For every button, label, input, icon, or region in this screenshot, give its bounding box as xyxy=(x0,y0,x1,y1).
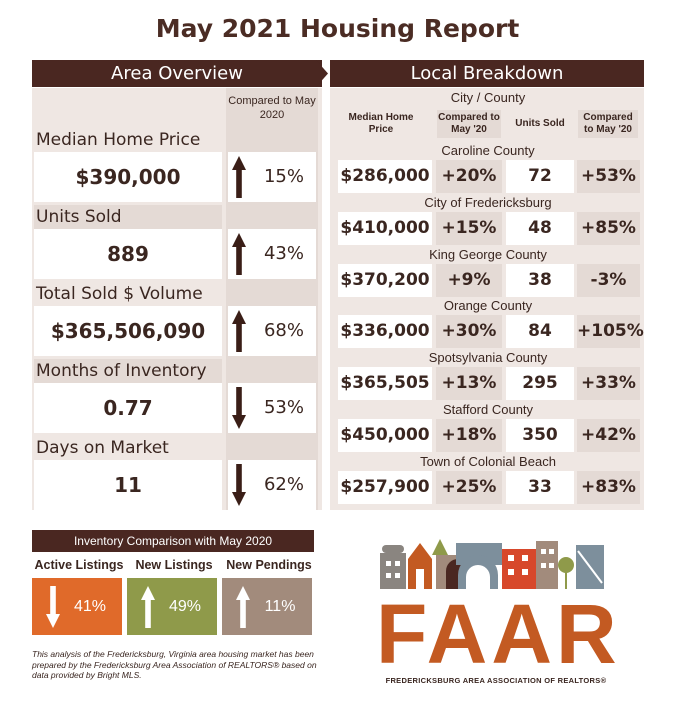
col-compared-units: Compared to May '20 xyxy=(578,110,638,138)
metric-change: 62% xyxy=(228,460,316,510)
county-units-chg-cell: -3% xyxy=(577,263,640,297)
county-name: Stafford County xyxy=(442,402,534,417)
area-overview-header: Area Overview xyxy=(32,60,328,87)
area-overview-title: Area Overview xyxy=(111,63,243,84)
metric-change-percent: 53% xyxy=(263,397,304,418)
arrow-down-icon xyxy=(232,464,246,506)
metric-value: 11 xyxy=(34,460,222,510)
metric-value: $390,000 xyxy=(34,152,222,202)
inventory-header: Inventory Comparison with May 2020 xyxy=(32,530,314,552)
county-name: Spotsylvania County xyxy=(428,350,548,366)
compared-to-label: Compared to May 2020 xyxy=(228,95,316,121)
county-name: Town of Colonial Beach xyxy=(420,453,556,469)
metric-change-percent: 15% xyxy=(263,166,304,187)
footnote: This analysis of the Fredericksburg, Vir… xyxy=(32,649,317,680)
county-price-cell: $336,000 xyxy=(338,315,432,349)
metric-label: Days on Market xyxy=(36,438,169,458)
arrow-down-icon xyxy=(46,586,60,628)
county-price-cell: $286,000 xyxy=(338,160,432,193)
county-price-cell: $450,000 xyxy=(338,419,432,452)
county-units-chg-cell: +83% xyxy=(577,470,640,504)
city-county-label: City / County xyxy=(450,90,526,105)
metric-value: 889 xyxy=(34,229,222,279)
county-price-cell: $370,200 xyxy=(338,263,432,297)
county-price-chg-cell: +13% xyxy=(436,367,502,401)
county-units-cell: 38 xyxy=(506,263,574,297)
county-units-chg-cell: +105% xyxy=(577,315,644,349)
arrow-up-icon xyxy=(232,156,246,198)
local-breakdown-title: Local Breakdown xyxy=(410,63,564,84)
local-breakdown-header: Local Breakdown xyxy=(330,60,644,87)
county-units-cell: 84 xyxy=(506,315,574,349)
metric-change-percent: 62% xyxy=(263,474,304,495)
faar-logo-subtitle: FREDERICKSBURG AREA ASSOCIATION OF REALT… xyxy=(385,676,607,685)
faar-logo-graphic xyxy=(380,539,604,589)
county-price-chg-cell: +15% xyxy=(436,211,502,245)
county-units-cell: 72 xyxy=(506,160,574,193)
metric-value: $365,506,090 xyxy=(34,306,222,356)
county-price-chg-cell: +9% xyxy=(436,263,502,297)
county-units-chg-cell: +42% xyxy=(577,419,640,452)
county-price-cell: $365,505 xyxy=(338,367,432,401)
faar-logo-letters: FAAR xyxy=(376,587,621,681)
col-units-sold: Units Sold xyxy=(515,118,565,129)
metric-change: 15% xyxy=(228,152,316,202)
county-units-chg-cell: +85% xyxy=(577,211,640,245)
county-units-chg-cell: +33% xyxy=(577,367,640,401)
county-units-cell: 33 xyxy=(506,470,574,504)
metric-change: 53% xyxy=(228,383,316,433)
county-price-cell: $257,900 xyxy=(338,470,432,504)
metric-label: Median Home Price xyxy=(36,130,201,150)
inventory-change-percent: 11% xyxy=(264,598,296,615)
col-compared-price: Compared to May '20 xyxy=(437,110,501,138)
metric-change: 43% xyxy=(228,229,316,279)
arrow-down-icon xyxy=(232,387,246,429)
arrow-up-icon xyxy=(232,233,246,275)
county-price-chg-cell: +30% xyxy=(436,315,502,349)
county-price-chg-cell: +25% xyxy=(436,470,502,504)
arrow-up-icon xyxy=(232,310,246,352)
inventory-change-percent: 41% xyxy=(73,598,107,615)
inventory-box: 11% xyxy=(222,578,312,635)
arrow-up-icon xyxy=(236,586,250,628)
header-arrow-shape xyxy=(32,60,328,87)
arrow-up-icon xyxy=(141,586,155,628)
county-units-chg-cell: +53% xyxy=(577,160,640,193)
county-name: King George County xyxy=(429,246,547,262)
inventory-label: Active Listings xyxy=(34,558,124,572)
metric-change-percent: 43% xyxy=(263,243,304,264)
county-units-cell: 48 xyxy=(506,211,574,245)
county-name: City of Fredericksburg xyxy=(424,194,552,210)
metric-label: Total Sold $ Volume xyxy=(36,284,203,304)
inventory-box: 49% xyxy=(127,578,217,635)
inventory-label: New Pendings xyxy=(226,558,312,572)
metric-change: 68% xyxy=(228,306,316,356)
county-price-chg-cell: +18% xyxy=(436,419,502,452)
inventory-label: New Listings xyxy=(135,558,213,572)
metric-label: Months of Inventory xyxy=(34,359,222,383)
inventory-change-percent: 49% xyxy=(168,598,202,615)
county-units-cell: 350 xyxy=(506,419,574,452)
county-name: Caroline County xyxy=(441,143,535,158)
county-price-cell: $410,000 xyxy=(338,211,432,245)
metric-change-percent: 68% xyxy=(263,320,304,341)
county-name: Orange County xyxy=(443,298,533,314)
col-median-price: Median Home Price xyxy=(348,112,414,135)
county-units-cell: 295 xyxy=(506,367,574,401)
inventory-box: 41% xyxy=(32,578,122,635)
county-price-chg-cell: +20% xyxy=(436,160,502,193)
metric-label: Units Sold xyxy=(34,205,222,229)
report-title: May 2021 Housing Report xyxy=(155,14,520,43)
metric-value: 0.77 xyxy=(34,383,222,433)
